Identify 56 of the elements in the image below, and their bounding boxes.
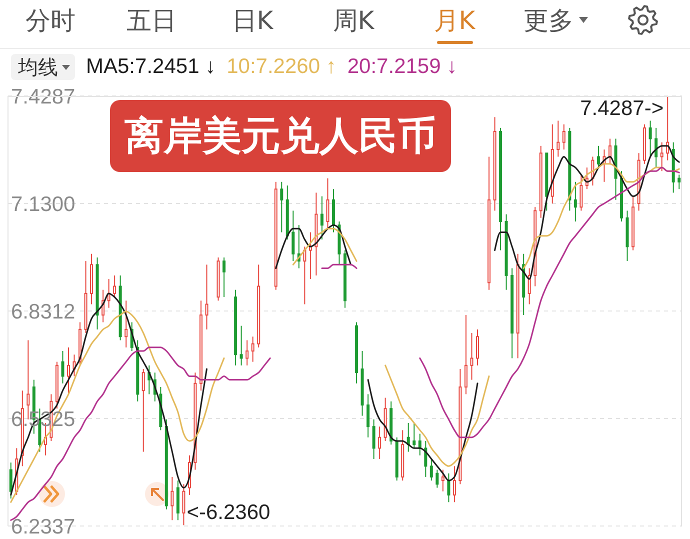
candlestick [470,332,474,380]
candlestick [292,210,295,262]
text: 更多 [524,4,574,36]
candlestick [648,120,652,158]
candlestick [372,418,376,460]
candlestick [240,325,243,366]
candlestick [320,196,324,240]
candlestick [9,462,12,500]
candlestick [464,314,468,395]
legend-title: 均线 [18,54,58,80]
y-tick-label: 7.1300 [11,193,76,216]
candlestick [251,336,254,362]
candlestick [452,466,456,503]
text: 月K [434,4,476,36]
candlestick [424,440,428,478]
candlestick [447,472,450,503]
text: 分时 [26,4,76,36]
candlestick [574,181,577,222]
candlestick [205,264,208,330]
candlestick [66,346,70,395]
annotation: <-6.2360 [186,501,270,524]
candlestick [678,174,681,190]
candlestick [430,458,433,482]
candlestick [436,469,439,488]
candlestick [378,426,382,460]
y-tick-label: 6.2337 [11,516,76,539]
candlestick [142,368,145,452]
text: 20:7.2159 ↓ [347,55,458,79]
candlestick [113,274,116,298]
candlestick [476,328,479,366]
text: 10:7.2260 ↑ [226,55,336,79]
y-tick-label: 6.8312 [11,300,76,324]
candlestick [280,181,284,233]
text: 周K [332,4,374,36]
candlestick [654,127,658,168]
candlestick [124,300,128,348]
candlestick [222,256,226,298]
candlestick [441,469,444,492]
candlestick [170,476,174,521]
text: 日K [232,4,274,36]
candlestick [608,138,612,164]
candlestick [182,484,186,526]
candlestick [556,120,560,158]
candlestick [580,174,583,212]
candlestick [326,178,330,230]
candlestick [61,350,64,384]
text: MA5:7.2451 ↓ [86,55,216,79]
annotation: 7.4287-> [580,97,664,120]
text: 五日 [126,4,176,36]
text: 离岸美元兑人民币 [124,113,436,161]
candlestick [412,422,416,449]
candlestick [660,142,664,172]
candlestick [562,124,566,150]
candlestick [246,340,249,366]
candlestick [596,145,600,168]
candlestick [366,394,370,438]
